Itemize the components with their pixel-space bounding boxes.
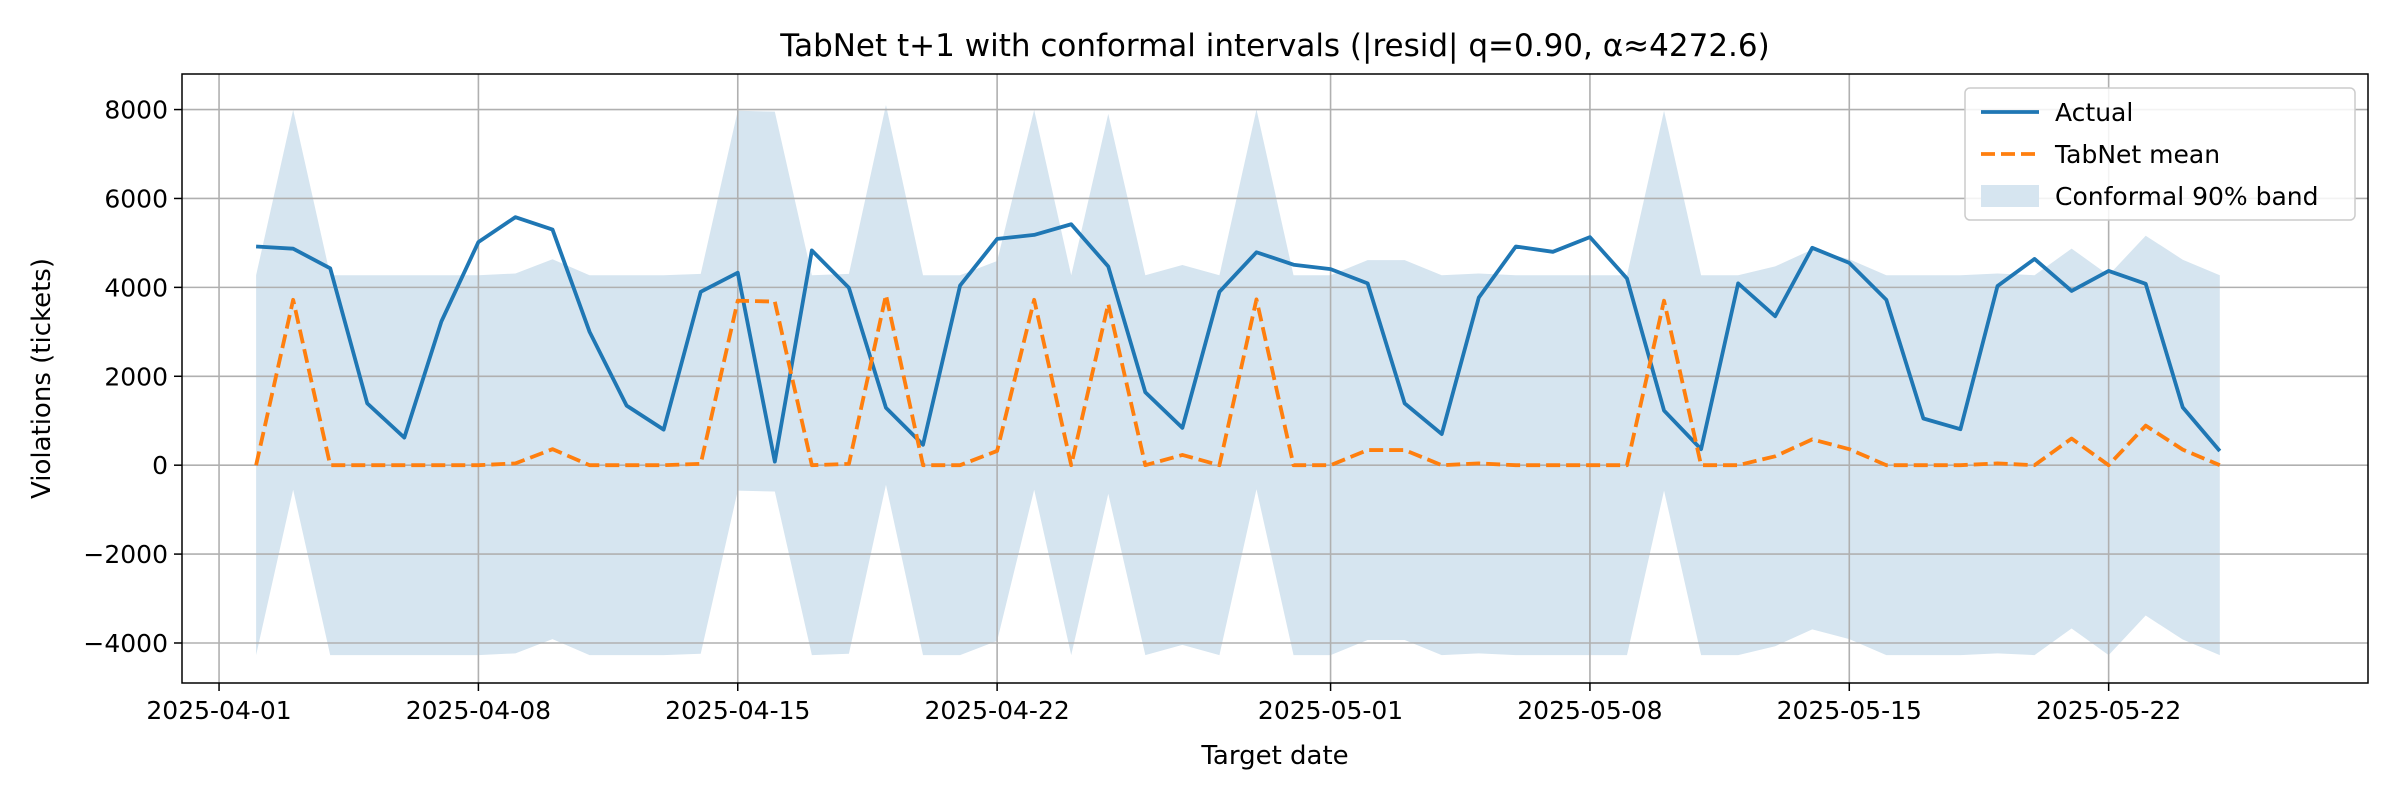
x-tick-label: 2025-04-22 [924,696,1069,725]
x-tick-label: 2025-05-01 [1258,696,1403,725]
x-tick-label: 2025-04-01 [146,696,291,725]
legend-box [1964,87,2356,221]
x-tick-label: 2025-05-08 [1517,696,1662,725]
legend: Actual TabNet mean Conformal 90% band [1964,87,2356,221]
y-tick-label: −2000 [83,540,168,569]
series-line-tabnet-mean [254,293,2221,468]
y-axis-label: Violations (tickets) [27,258,57,499]
y-tick-label: 4000 [104,273,168,302]
chart-title: TabNet t+1 with conformal intervals (|re… [779,28,1769,64]
y-tick-label: 2000 [104,362,168,391]
legend-swatch-conformal-band [1981,185,2039,207]
y-tick-label: 8000 [104,96,168,125]
x-tick-label: 2025-04-15 [665,696,810,725]
legend-label-conformal-band: Conformal 90% band [2055,182,2319,211]
x-tick-label: 2025-05-15 [1777,696,1922,725]
x-tick-label: 2025-05-22 [2036,696,2181,725]
y-tick-label: 0 [152,451,168,480]
series-lines-layer [254,215,2222,468]
plot-area-frame [181,73,2369,684]
series-line-actual [255,215,2222,464]
legend-label-actual: Actual [2055,98,2133,127]
ticks-layer: 2025-04-01 2025-04-08 2025-04-15 2025-04-22… [83,96,2181,725]
y-tick-label: −4000 [83,629,168,658]
x-tick-label: 2025-04-08 [406,696,551,725]
x-axis-label: Target date [1200,741,1348,771]
legend-label-tabnet-mean: TabNet mean [2054,140,2220,169]
y-tick-label: 6000 [104,184,168,213]
